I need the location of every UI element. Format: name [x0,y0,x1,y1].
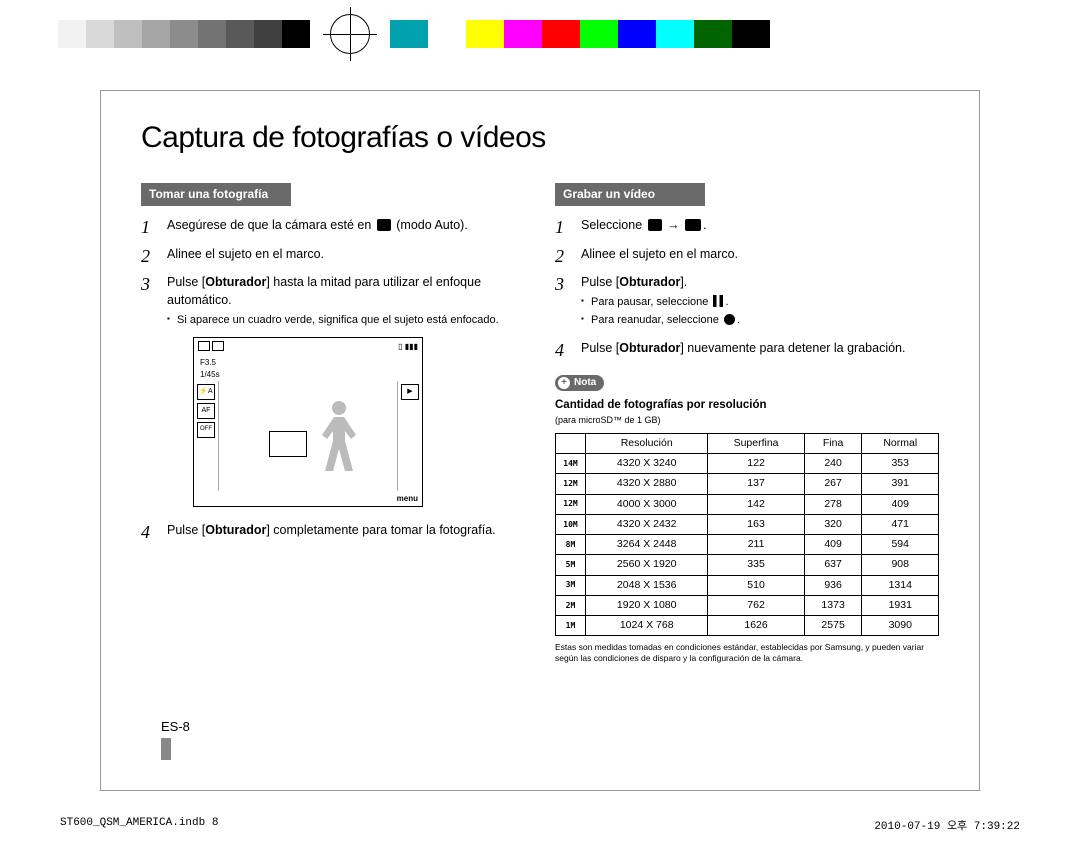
camera-icon [648,219,662,231]
color-swatches [390,20,770,48]
text: Pulse [ [581,341,619,355]
table-row: 3M2048 X 15365109361314 [556,575,939,595]
table-row: 2M1920 X 108076213731931 [556,595,939,615]
table-heading: Cantidad de fotografías por resolución [555,397,939,414]
lcd-shutter: 1/45s [200,369,422,381]
table-row: 1M1024 X 768162625753090 [556,615,939,635]
video-step-3: Pulse [Obturador]. Para pausar, seleccio… [555,273,939,329]
text: Pulse [ [167,523,205,537]
camera-icon [377,219,391,231]
gray-swatches [30,20,310,48]
photo-step-3: Pulse [Obturador] hasta la mitad para ut… [141,273,525,508]
text: ] nuevamente para detener la grabación. [680,341,905,355]
text: Asegúrese de que la cámara esté en [167,218,375,232]
page-title: Captura de fotografías o vídeos [141,121,939,155]
text: Obturador [205,275,266,289]
column-video: Grabar un vídeo Seleccione → . Alinee el… [555,183,939,664]
note-badge: Nota [555,375,604,392]
table-row: 8M3264 X 2448211409594 [556,535,939,555]
print-color-bar [30,20,1050,48]
video-step-3-sub2: Para reanudar, seleccione . [581,313,939,329]
text: Obturador [619,275,680,289]
photo-step-1: Asegúrese de que la cámara esté en (modo… [141,216,525,234]
registration-mark [330,14,370,54]
table-footnote: Estas son medidas tomadas en condiciones… [555,642,939,664]
video-step-2: Alinee el sujeto en el marco. [555,245,939,263]
footer-file: ST600_QSM_AMERICA.indb 8 [60,817,218,833]
page-number: ES-8 [161,719,190,760]
resolution-table: ResoluciónSuperfinaFinaNormal 14M4320 X … [555,433,939,636]
video-step-1: Seleccione → . [555,216,939,234]
text: (modo Auto). [393,218,468,232]
text: . [703,218,706,232]
lcd-menu-label: menu [194,491,422,507]
photo-step-3-sub: Si aparece un cuadro verde, significa qu… [167,313,525,329]
lcd-preview-illustration: ▯ ▮▮▮ F3.5 1/45s ⚡A AF OFF [193,337,423,507]
table-row: 12M4000 X 3000142278409 [556,494,939,514]
text: ] completamente para tomar la fotografía… [266,523,495,537]
section-header-video: Grabar un vídeo [555,183,705,206]
record-icon [724,314,735,325]
table-subnote: (para microSD™ de 1 GB) [555,414,939,427]
text: ]. [680,275,687,289]
video-step-4: Pulse [Obturador] nuevamente para detene… [555,339,939,357]
table-row: 5M2560 X 1920335637908 [556,555,939,575]
text: Pulse [ [167,275,205,289]
pause-icon [713,295,723,307]
photo-step-4: Pulse [Obturador] completamente para tom… [141,521,525,539]
text: Seleccione [581,218,646,232]
table-row: 10M4320 X 2432163320471 [556,514,939,534]
column-photo: Tomar una fotografía Asegúrese de que la… [141,183,525,664]
video-step-3-sub1: Para pausar, seleccione . [581,295,939,311]
page-frame: Captura de fotografías o vídeos Tomar un… [100,90,980,791]
lcd-fnumber: F3.5 [200,357,422,369]
table-row: 14M4320 X 3240122240353 [556,454,939,474]
section-header-photo: Tomar una fotografía [141,183,291,206]
table-row: 12M4320 X 2880137267391 [556,474,939,494]
text: Obturador [619,341,680,355]
text: Obturador [205,523,266,537]
text: Pulse [ [581,275,619,289]
table-header-row: ResoluciónSuperfinaFinaNormal [556,433,939,453]
text: → [664,218,683,232]
table-body: 14M4320 X 324012224035312M4320 X 2880137… [556,454,939,636]
print-footer: ST600_QSM_AMERICA.indb 8 2010-07-19 오후 7… [60,817,1020,833]
photo-step-2: Alinee el sujeto en el marco. [141,245,525,263]
person-silhouette-icon [312,396,367,509]
footer-timestamp: 2010-07-19 오후 7:39:22 [874,817,1020,833]
video-icon [685,219,701,231]
